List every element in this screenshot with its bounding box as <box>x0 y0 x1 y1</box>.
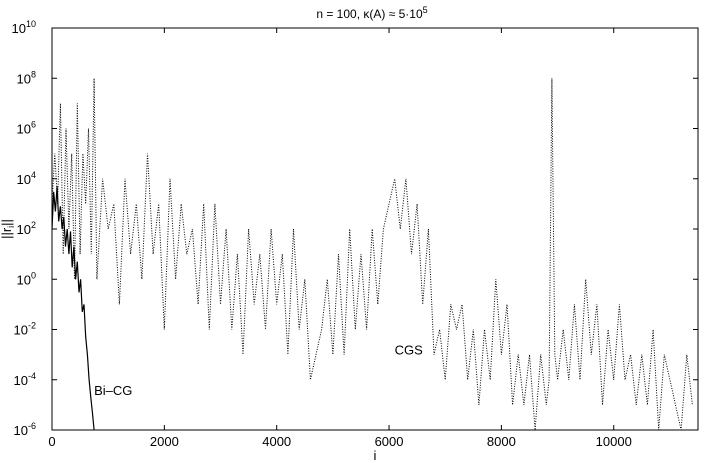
y-axis: 1010 108 106 104 102 100 10-2 10-4 10-6 <box>12 19 698 438</box>
x-tick-label: 6000 <box>375 434 404 449</box>
y-tick-label: 10-6 <box>14 421 36 438</box>
x-tick-label: 10000 <box>596 434 632 449</box>
chart-title-exponent: 5 <box>423 5 428 15</box>
y-tick-label: 104 <box>17 170 36 187</box>
chart-title-text: n = 100, κ(A) ≈ 5·10 <box>316 7 423 21</box>
annotations: Bi–CG CGS <box>94 343 423 398</box>
y-tick-label: 106 <box>17 120 36 137</box>
y-axis-label-suffix: || <box>0 219 14 226</box>
y-tick-label: 10-4 <box>14 371 36 388</box>
chart-title: n = 100, κ(A) ≈ 5·105 <box>316 5 427 21</box>
x-tick-label: 2000 <box>150 434 179 449</box>
y-axis-label-prefix: ||r <box>0 227 14 239</box>
y-tick-label: 108 <box>17 69 36 86</box>
y-axis-label: ||ri|| <box>0 219 16 239</box>
series-bi-cg-line <box>52 186 95 430</box>
x-axis-label: i <box>374 448 377 463</box>
annotation-bi-cg: Bi–CG <box>94 383 132 398</box>
y-tick-label: 102 <box>17 220 36 237</box>
y-tick-label: 100 <box>17 270 36 287</box>
x-tick-label: 0 <box>48 434 55 449</box>
x-tick-label: 8000 <box>487 434 516 449</box>
y-tick-label: 1010 <box>12 19 36 36</box>
x-tick-label: 4000 <box>262 434 291 449</box>
y-tick-label: 10-2 <box>14 321 36 338</box>
plot-area <box>52 78 693 430</box>
x-axis: 0 2000 4000 6000 8000 10000 <box>48 28 632 449</box>
y-axis-label-subscript: i <box>6 226 16 228</box>
annotation-cgs: CGS <box>395 343 424 358</box>
